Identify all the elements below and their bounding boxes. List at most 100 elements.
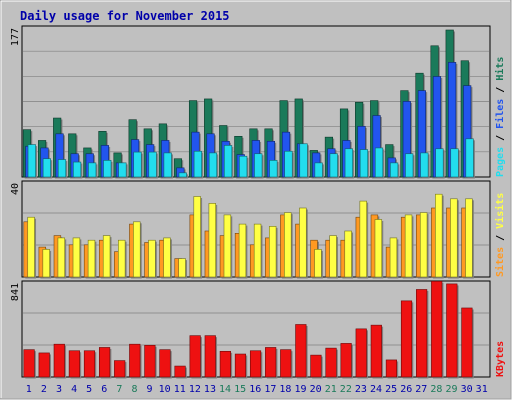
legend-separator: / bbox=[495, 229, 506, 247]
kbytes-bar bbox=[340, 343, 353, 379]
legend-files: Files bbox=[494, 99, 506, 129]
x-tick-label: 6 bbox=[101, 384, 107, 395]
x-tick-label: 30 bbox=[461, 384, 473, 395]
legend-pages: Pages bbox=[495, 147, 506, 177]
pages-bar bbox=[208, 152, 219, 179]
pages-bar bbox=[88, 162, 98, 179]
sites-bar bbox=[344, 230, 354, 279]
x-tick-label: 9 bbox=[147, 384, 153, 395]
visits-sites-panel: 40 Sites / Visits bbox=[10, 180, 506, 279]
kbytes-ymax-label: 841 bbox=[10, 283, 21, 301]
x-tick-label: 25 bbox=[385, 384, 397, 395]
sites-bar bbox=[27, 216, 37, 279]
x-tick-label: 10 bbox=[159, 384, 171, 395]
sites-bar bbox=[163, 237, 172, 279]
kbytes-bar bbox=[265, 347, 278, 379]
x-tick-label: 22 bbox=[340, 384, 352, 395]
sites-bar bbox=[238, 223, 248, 279]
kbytes-bar bbox=[400, 300, 414, 379]
kbytes-panel: 841 KBytes bbox=[10, 280, 506, 379]
kbytes-bar bbox=[204, 335, 218, 379]
sites-bar bbox=[450, 198, 459, 279]
x-tick-label: 13 bbox=[204, 384, 216, 395]
sites-bar bbox=[178, 258, 187, 279]
x-tick-label: 3 bbox=[56, 384, 62, 395]
x-tick-label: 16 bbox=[249, 384, 261, 395]
kbytes-bar bbox=[385, 359, 399, 379]
kbytes-bar bbox=[355, 328, 369, 379]
x-tick-label: 8 bbox=[131, 384, 137, 395]
kbytes-bar bbox=[129, 343, 142, 379]
visits-sites-ymax-label: 40 bbox=[10, 183, 21, 195]
sites-bar bbox=[208, 203, 218, 279]
pages-bar bbox=[103, 160, 113, 179]
kbytes-bar bbox=[38, 352, 51, 379]
legend-separator: / bbox=[495, 81, 506, 99]
x-tick-label: 12 bbox=[189, 384, 201, 395]
kbytes-bar bbox=[325, 347, 338, 379]
x-tick-label: 2 bbox=[41, 384, 47, 395]
pages-bar bbox=[163, 152, 173, 179]
sites-bar bbox=[465, 198, 474, 279]
pages-bar bbox=[405, 153, 415, 179]
kbytes-bar bbox=[416, 289, 429, 379]
pages-bar bbox=[148, 151, 158, 179]
pages-bar bbox=[178, 172, 189, 179]
pages-bar bbox=[420, 152, 430, 179]
pages-bar bbox=[27, 144, 38, 179]
kbytes-bar bbox=[114, 360, 127, 379]
sites-bar bbox=[284, 212, 293, 279]
x-tick-label: 17 bbox=[264, 384, 276, 395]
legend-kbytes: KBytes bbox=[495, 341, 506, 377]
pages-bar bbox=[118, 162, 128, 179]
pages-bar bbox=[435, 148, 445, 179]
sites-bar bbox=[133, 221, 142, 279]
sites-bar bbox=[329, 235, 338, 279]
chart-title: Daily usage for November 2015 bbox=[20, 9, 230, 23]
pages-bar bbox=[223, 145, 234, 179]
hits-files-pages-panel: 177 Pages / Files / Hits bbox=[10, 25, 506, 179]
sites-bar bbox=[72, 237, 82, 279]
kbytes-bar bbox=[174, 365, 187, 379]
sites-bar bbox=[435, 193, 444, 279]
kbytes-bar bbox=[159, 349, 172, 379]
kbytes-bar bbox=[310, 354, 323, 379]
sites-bar bbox=[118, 239, 127, 279]
sites-bar bbox=[148, 239, 157, 279]
sites-bar bbox=[193, 196, 203, 279]
pages-bar bbox=[359, 149, 370, 179]
kbytes-bar bbox=[370, 324, 384, 379]
legend-separator: / bbox=[495, 129, 506, 147]
x-tick-label: 14 bbox=[219, 384, 231, 395]
sites-bar bbox=[42, 249, 52, 279]
sites-bar bbox=[419, 212, 429, 279]
pages-bar bbox=[193, 150, 204, 179]
pages-bar bbox=[329, 153, 340, 179]
pages-bar bbox=[344, 148, 355, 179]
sites-bar bbox=[253, 223, 263, 279]
kbytes-bar bbox=[280, 349, 293, 379]
kbytes-bar bbox=[219, 350, 233, 379]
kbytes-bar bbox=[446, 283, 459, 379]
x-tick-label: 11 bbox=[174, 384, 186, 395]
legend-sites: Sites bbox=[494, 247, 506, 277]
sites-bar bbox=[359, 200, 369, 279]
x-tick-label: 15 bbox=[234, 384, 246, 395]
x-tick-label: 4 bbox=[71, 384, 77, 395]
legend-hits: Hits bbox=[494, 57, 506, 81]
pages-bar bbox=[390, 162, 400, 179]
sites-bar bbox=[223, 214, 233, 279]
x-tick-label: 21 bbox=[325, 384, 337, 395]
kbytes-legend: KBytes bbox=[495, 341, 506, 377]
x-tick-label: 5 bbox=[86, 384, 92, 395]
x-tick-label: 29 bbox=[445, 384, 457, 395]
pages-bar bbox=[239, 155, 249, 179]
kbytes-bar bbox=[249, 350, 263, 379]
pages-bar bbox=[374, 147, 385, 179]
x-tick-label: 1 bbox=[26, 384, 32, 395]
pages-bar bbox=[284, 150, 294, 179]
sites-bar bbox=[299, 207, 308, 279]
x-tick-label: 23 bbox=[355, 384, 367, 395]
